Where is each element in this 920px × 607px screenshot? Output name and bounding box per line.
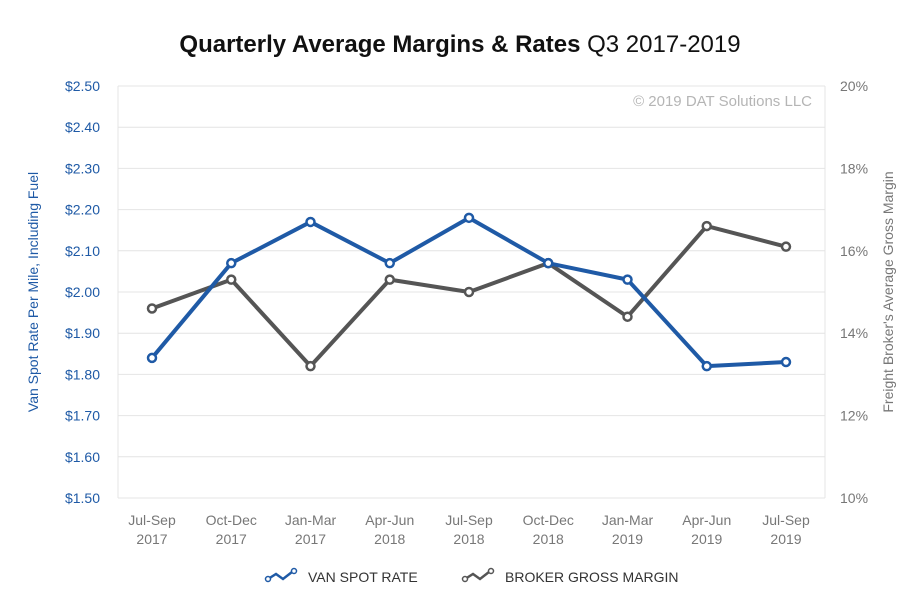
left-tick-label: $1.60 [65,449,100,465]
legend-marker-icon [290,567,298,575]
x-tick-label: Jul-Sep [762,512,810,528]
left-tick-label: $2.10 [65,243,100,259]
series-broker-gross-margin [146,220,792,372]
legend-line-icon [464,571,490,581]
data-point [780,356,792,368]
data-point [701,360,712,372]
legend-item: VAN SPOT RATE [264,567,418,585]
data-point [701,220,712,232]
legend-item: BROKER GROSS MARGIN [461,567,678,585]
left-tick-label: $2.20 [65,202,100,218]
x-tick-label: Jul-Sep [128,512,176,528]
right-tick-label: 14% [840,325,868,341]
series-van-spot-rate [146,212,792,372]
left-axis-ticks: $1.50 $1.60 $1.70 $1.80 $1.90 $2.00 $2.10 $2.20… [65,78,100,506]
legend-marker-icon [487,567,495,575]
chart-title: Quarterly Average Margins & Rates Q3 201… [179,31,740,58]
right-tick-label: 10% [840,490,868,506]
data-point [146,303,158,314]
left-tick-label: $2.00 [65,284,100,300]
data-point [780,241,792,252]
watermark: © 2019 DAT Solutions LLC [633,93,812,110]
x-tick-label-year: 2019 [770,531,801,547]
left-tick-label: $1.90 [65,325,100,341]
data-point [226,274,237,285]
x-tick-label-year: 2017 [136,531,167,547]
data-point [463,212,475,224]
x-tick-label: Oct-Dec [523,512,574,528]
x-axis-ticks: Jul-Sep 2017 Oct-Dec 2017 Jan-Mar 2017 Apr-Jun… [128,512,810,547]
left-tick-label: $2.30 [65,160,100,176]
chart-title-suffix: Q3 2017-2019 [587,31,740,58]
right-tick-label: 18% [840,160,868,176]
left-tick-label: $1.80 [65,366,100,382]
chart-title-main: Quarterly Average Margins & Rates [179,31,580,58]
right-axis-ticks: 10% 12% 14% 16% 18% 20% [840,78,868,506]
data-point [622,311,633,322]
x-tick-label: Apr-Jun [682,512,731,528]
left-tick-label: $1.70 [65,408,100,424]
right-tick-label: 16% [840,243,868,259]
x-tick-label-year: 2017 [216,531,247,547]
left-tick-label: $2.50 [65,78,100,94]
legend-marker-icon [264,575,272,583]
legend-line-icon [267,571,293,581]
data-point [305,216,316,228]
x-tick-label-year: 2019 [612,531,643,547]
right-tick-label: 20% [840,78,868,94]
data-point [543,257,554,269]
x-tick-label: Jan-Mar [602,512,654,528]
left-axis-label: Van Spot Rate Per Mile, Including Fuel [25,172,41,412]
legend-marker-icon [461,575,469,583]
legend-label: VAN SPOT RATE [308,569,418,585]
right-tick-label: 12% [840,408,868,424]
left-tick-label: $1.50 [65,490,100,506]
data-point [384,257,395,269]
x-tick-label: Apr-Jun [365,512,414,528]
data-point [305,360,316,372]
x-tick-label-year: 2018 [453,531,484,547]
data-point [226,257,237,269]
x-tick-label-year: 2018 [374,531,405,547]
data-point [146,352,158,364]
x-tick-label: Oct-Dec [206,512,257,528]
left-tick-label: $2.40 [65,119,100,135]
legend: VAN SPOT RATE BROKER GROSS MARGIN [264,567,678,585]
data-point [463,286,475,298]
series [146,212,792,372]
legend-label: BROKER GROSS MARGIN [505,569,678,585]
x-tick-label: Jan-Mar [285,512,337,528]
x-tick-label-year: 2019 [691,531,722,547]
x-tick-label: Jul-Sep [445,512,493,528]
right-axis-label: Freight Broker's Average Gross Margin [880,171,896,412]
data-point [622,274,633,285]
x-tick-label-year: 2017 [295,531,326,547]
data-point [384,274,395,285]
x-tick-label-year: 2018 [533,531,564,547]
